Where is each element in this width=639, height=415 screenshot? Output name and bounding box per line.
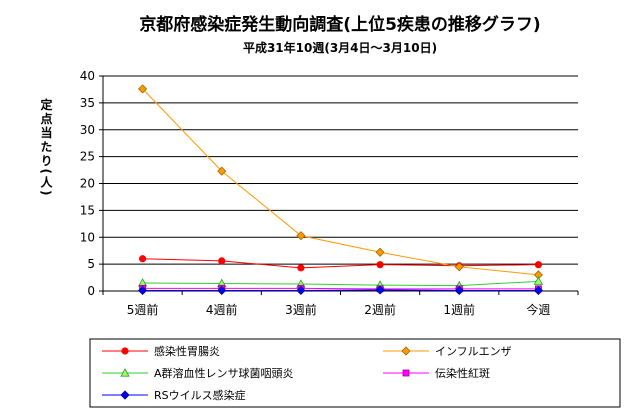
series-line bbox=[142, 289, 539, 291]
series-line bbox=[142, 88, 539, 276]
y-tick-label: 40 bbox=[80, 69, 95, 83]
series-layer bbox=[137, 84, 544, 296]
series-line bbox=[142, 280, 539, 287]
legend-item: A群溶血性レンサ球菌咽頭炎 bbox=[102, 366, 294, 380]
data-point bbox=[217, 285, 227, 296]
data-point bbox=[376, 261, 384, 269]
data-point bbox=[454, 285, 464, 296]
legend-label: RSウイルス感染症 bbox=[154, 388, 246, 402]
legend: 感染性胃腸炎 インフルエンザ A群溶血性レンサ球菌咽頭炎 伝染性紅斑 RSウイルス感染症 bbox=[89, 338, 621, 408]
y-tick-label: 35 bbox=[80, 96, 95, 110]
series-line bbox=[142, 258, 539, 269]
grid-lines bbox=[103, 75, 578, 265]
y-axis-label: 定点当たり(人) bbox=[39, 97, 53, 197]
data-point bbox=[297, 264, 305, 272]
chart-subtitle: 平成31年10週(3月4日～3月10日) bbox=[243, 40, 437, 55]
data-point bbox=[375, 285, 385, 295]
data-point bbox=[296, 231, 306, 241]
series-1 bbox=[138, 255, 543, 272]
legend-marker bbox=[401, 346, 411, 356]
series-2 bbox=[138, 84, 543, 280]
series-5 bbox=[138, 285, 543, 296]
legend-marker bbox=[121, 347, 129, 355]
x-tick-label: 4週前 bbox=[206, 302, 238, 317]
y-tick-label: 30 bbox=[80, 123, 95, 137]
data-point bbox=[534, 261, 543, 269]
data-point bbox=[533, 285, 543, 296]
data-point bbox=[138, 84, 148, 94]
legend-label: 伝染性紅斑 bbox=[435, 366, 490, 380]
data-point bbox=[218, 257, 226, 265]
y-tick-label: 0 bbox=[87, 284, 95, 298]
data-point bbox=[533, 276, 544, 285]
data-point bbox=[217, 166, 227, 176]
legend-item: インフルエンザ bbox=[383, 345, 512, 358]
y-tick-label: 25 bbox=[80, 150, 95, 164]
series-3 bbox=[137, 276, 544, 290]
y-tick-label: 10 bbox=[80, 230, 95, 244]
data-point bbox=[138, 285, 148, 296]
data-point bbox=[454, 262, 464, 272]
legend-label: 感染性胃腸炎 bbox=[154, 344, 220, 358]
axes: 0 5 10 15 20 25 30 35 40 5週前 4週前 3週前 2週前 1週前 今週 bbox=[80, 69, 579, 317]
x-tick-label: 今週 bbox=[526, 302, 550, 317]
data-point bbox=[375, 247, 385, 257]
x-tick-label: 2週前 bbox=[364, 302, 396, 317]
legend-label: A群溶血性レンサ球菌咽頭炎 bbox=[154, 366, 294, 380]
x-tick-label: 1週前 bbox=[443, 302, 475, 317]
legend-label: インフルエンザ bbox=[435, 345, 512, 358]
x-tick-label: 3週前 bbox=[285, 302, 317, 317]
legend-marker bbox=[120, 390, 130, 400]
y-tick-label: 20 bbox=[80, 177, 95, 191]
legend-item: 感染性胃腸炎 bbox=[102, 344, 220, 358]
legend-box bbox=[89, 338, 621, 408]
legend-item: 伝染性紅斑 bbox=[383, 366, 490, 380]
data-point bbox=[138, 255, 147, 263]
chart-title: 京都府感染症発生動向調査(上位5疾患の推移グラフ) bbox=[139, 14, 540, 35]
y-tick-label: 5 bbox=[87, 257, 95, 271]
legend-marker bbox=[402, 369, 410, 377]
y-tick-label: 15 bbox=[80, 203, 95, 217]
series-line bbox=[142, 287, 539, 290]
data-point bbox=[296, 285, 306, 296]
legend-marker bbox=[120, 368, 130, 377]
x-tick-label: 5週前 bbox=[127, 302, 159, 317]
legend-item: RSウイルス感染症 bbox=[102, 388, 246, 402]
